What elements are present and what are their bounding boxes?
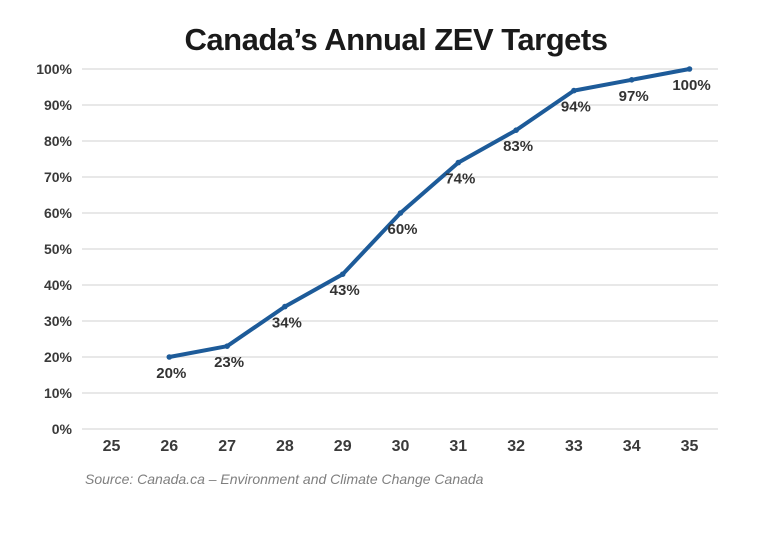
source-note: Source: Canada.ca – Environment and Clim… — [85, 471, 484, 487]
y-tick-label: 90% — [44, 97, 73, 113]
data-point-label: 94% — [561, 99, 591, 116]
data-point-label: 97% — [619, 88, 649, 105]
x-tick-label: 34 — [623, 438, 641, 455]
x-tick-label: 30 — [392, 438, 410, 455]
y-tick-label: 20% — [44, 349, 73, 365]
y-tick-label: 100% — [36, 61, 72, 77]
data-point-marker — [686, 66, 693, 72]
data-point-marker — [339, 271, 346, 278]
y-tick-label: 50% — [44, 241, 73, 257]
x-tick-label: 27 — [218, 438, 236, 455]
chart-title: Canada’s Annual ZEV Targets — [184, 22, 608, 57]
y-tick-label: 0% — [52, 421, 73, 437]
data-point-label: 60% — [387, 221, 417, 238]
data-point-marker — [628, 77, 635, 83]
y-tick-label: 10% — [44, 385, 73, 401]
y-tick-label: 30% — [44, 313, 73, 329]
x-tick-label: 33 — [565, 438, 583, 455]
data-point-marker — [224, 343, 230, 350]
data-point-label: 83% — [503, 138, 533, 155]
x-tick-label: 25 — [103, 438, 121, 455]
data-point-label: 74% — [445, 171, 475, 188]
y-tick-label: 70% — [44, 169, 73, 185]
x-tick-label: 32 — [507, 438, 525, 455]
zev-target-line — [167, 67, 692, 359]
data-point-marker — [455, 159, 462, 166]
x-tick-label: 35 — [681, 438, 699, 455]
x-tick-label: 29 — [334, 438, 352, 455]
data-point-label: 23% — [214, 354, 244, 371]
x-tick-label: 28 — [276, 438, 294, 455]
data-point-label: 34% — [272, 315, 302, 332]
data-point-label: 100% — [672, 77, 710, 94]
data-point-marker — [166, 354, 173, 360]
data-point-label: 20% — [156, 365, 186, 382]
data-point-marker — [571, 87, 577, 94]
data-point-marker — [513, 127, 519, 133]
data-point-marker — [282, 303, 288, 310]
y-tick-label: 40% — [44, 277, 73, 293]
y-tick-label: 80% — [44, 133, 73, 149]
data-point-label: 43% — [330, 282, 360, 299]
data-point-marker — [397, 210, 404, 216]
y-tick-label: 60% — [44, 205, 73, 221]
x-tick-label: 26 — [160, 438, 178, 455]
x-tick-label: 31 — [449, 438, 467, 455]
